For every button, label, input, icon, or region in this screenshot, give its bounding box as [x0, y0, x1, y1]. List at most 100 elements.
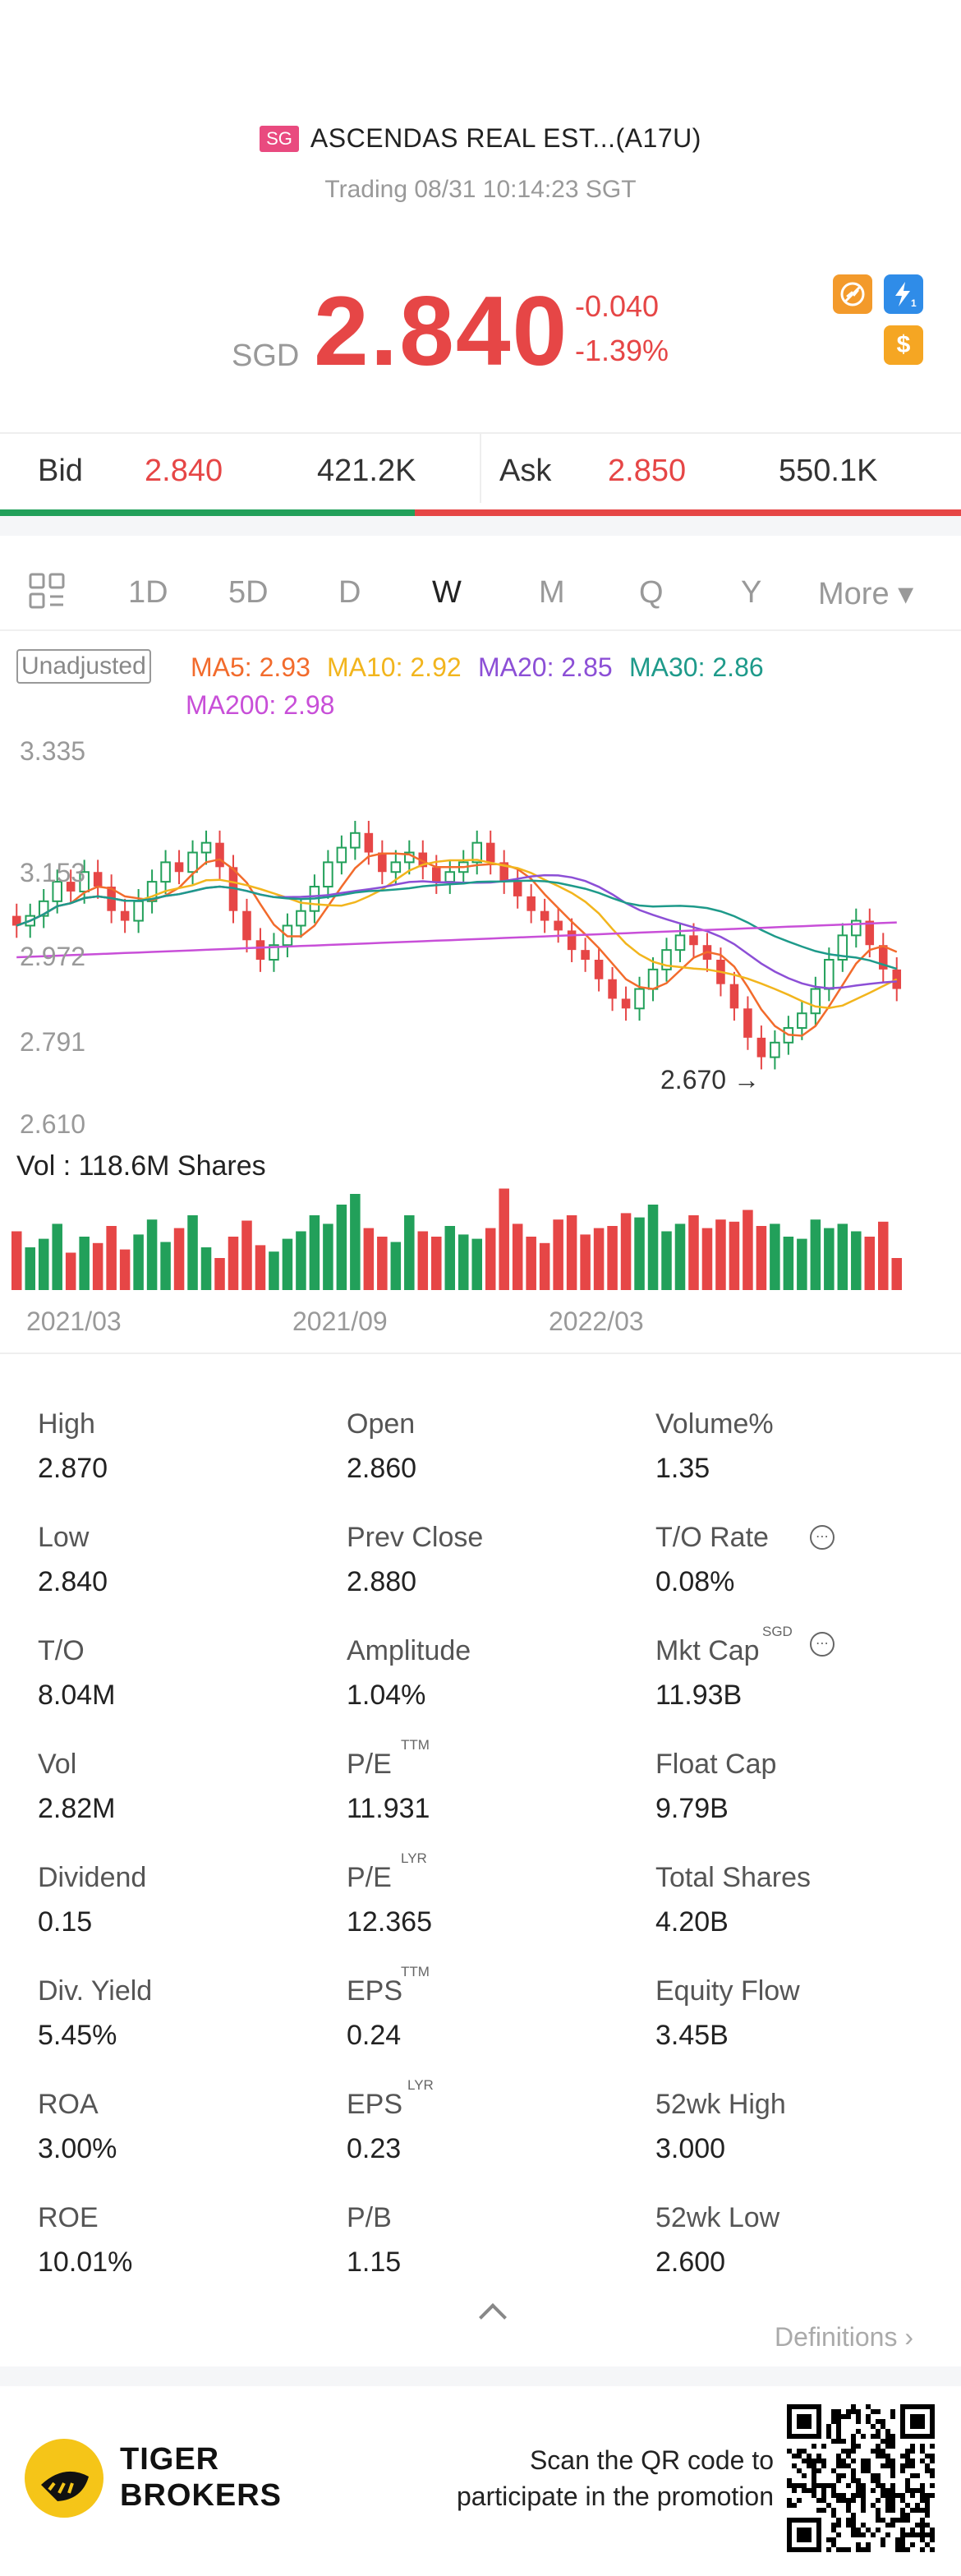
- tab-y[interactable]: Y: [741, 575, 762, 610]
- qr-module: [895, 2518, 900, 2523]
- qr-module: [851, 2493, 856, 2498]
- qr-module: [876, 2429, 881, 2434]
- stat-value: 10.01%: [38, 2247, 133, 2278]
- qr-module: [787, 2483, 792, 2488]
- ma5-line: [16, 852, 898, 1037]
- qr-module: [851, 2458, 856, 2463]
- bid-strength-bar: [0, 509, 415, 516]
- stat-label: Float Cap: [655, 1749, 777, 1780]
- candlestick-chart[interactable]: [0, 723, 961, 1315]
- no-short-icon[interactable]: [833, 274, 872, 314]
- qr-module: [851, 2404, 856, 2409]
- candle-body: [133, 900, 144, 922]
- qr-module: [821, 2458, 826, 2463]
- volume-bar: [743, 1210, 753, 1290]
- qr-module: [802, 2473, 807, 2478]
- stat-label: Vol: [38, 1749, 77, 1780]
- qr-module: [876, 2483, 881, 2488]
- qr-module: [792, 2454, 797, 2458]
- stat-label: T/O: [38, 1635, 85, 1666]
- qr-module: [851, 2523, 856, 2528]
- flash-level1-icon[interactable]: 1: [884, 274, 923, 314]
- candle-body: [93, 872, 103, 887]
- qr-module: [910, 2458, 915, 2463]
- qr-module: [821, 2508, 826, 2513]
- ask-strength-bar: [415, 509, 961, 516]
- tab-w[interactable]: W: [432, 575, 462, 610]
- candle-body: [770, 1041, 780, 1058]
- stat-label: EPS: [347, 1975, 403, 2007]
- volume-bar: [526, 1237, 536, 1290]
- candle-body: [851, 919, 862, 937]
- layout-grid-icon[interactable]: [28, 572, 66, 614]
- volume-bar: [309, 1215, 320, 1290]
- volume-bar: [512, 1223, 523, 1290]
- definitions-link[interactable]: Definitions ›: [775, 2322, 913, 2353]
- qr-module: [881, 2424, 885, 2429]
- ask-price: 2.850: [608, 454, 687, 488]
- qr-module: [885, 2493, 890, 2498]
- candle-body: [756, 1037, 766, 1058]
- volume-bar: [756, 1226, 767, 1290]
- tabs-divider: [0, 629, 961, 631]
- stat-label: Div. Yield: [38, 1975, 153, 2007]
- qr-module: [836, 2473, 841, 2478]
- stat-label: P/B: [347, 2202, 392, 2233]
- info-icon[interactable]: ⋯: [810, 1525, 835, 1550]
- tab-q[interactable]: Q: [639, 575, 664, 610]
- volume-bar: [458, 1234, 469, 1290]
- dollar-icon[interactable]: $: [884, 325, 923, 365]
- tab-more[interactable]: More ▾: [818, 577, 914, 611]
- qr-module: [885, 2434, 890, 2439]
- qr-module: [920, 2523, 925, 2528]
- volume-bar: [499, 1188, 509, 1290]
- qr-module: [826, 2483, 831, 2488]
- qr-module: [861, 2434, 866, 2439]
- qr-module: [895, 2542, 900, 2547]
- bid-ask-divider: [480, 434, 481, 503]
- volume-bar: [878, 1221, 889, 1290]
- qr-module: [826, 2424, 831, 2429]
- qr-module: [841, 2458, 846, 2463]
- qr-module: [841, 2493, 846, 2498]
- qr-module: [925, 2454, 930, 2458]
- qr-module: [841, 2414, 846, 2419]
- qr-module: [851, 2439, 856, 2444]
- promo-line-1: Scan the QR code to: [529, 2445, 774, 2475]
- candle-body: [661, 949, 672, 970]
- volume-bar: [444, 1226, 456, 1290]
- volume-bar: [837, 1223, 848, 1290]
- volume-bar: [607, 1226, 618, 1290]
- qr-module: [866, 2458, 871, 2463]
- qr-module: [890, 2458, 895, 2463]
- stat-label: P/E: [347, 1862, 392, 1893]
- qr-module: [812, 2493, 816, 2498]
- qr-module: [885, 2498, 890, 2503]
- definitions-label: Definitions: [775, 2322, 898, 2352]
- qr-module: [920, 2444, 925, 2449]
- candle-body: [729, 984, 739, 1009]
- qr-module: [802, 2458, 807, 2463]
- qr-module: [851, 2498, 856, 2503]
- tab-1d[interactable]: 1D: [128, 575, 168, 610]
- stat-label: Mkt Cap: [655, 1635, 760, 1666]
- qr-code[interactable]: [787, 2404, 935, 2552]
- qr-module: [900, 2463, 905, 2468]
- collapse-chevron-icon[interactable]: [479, 2303, 507, 2331]
- qr-module: [861, 2503, 866, 2508]
- qr-module: [885, 2439, 890, 2444]
- candle-body: [38, 900, 49, 917]
- qr-module: [905, 2478, 910, 2483]
- unadjusted-toggle[interactable]: Unadjusted: [16, 649, 151, 684]
- qr-module: [866, 2542, 871, 2547]
- tab-m[interactable]: M: [539, 575, 565, 610]
- ma5-label: MA5: 2.93: [191, 652, 310, 682]
- info-icon[interactable]: ⋯: [810, 1632, 835, 1657]
- candle-body: [634, 988, 645, 1010]
- volume-bar: [620, 1213, 632, 1290]
- volume-bar: [390, 1242, 402, 1290]
- qr-module: [930, 2537, 935, 2542]
- tab-5d[interactable]: 5D: [228, 575, 269, 610]
- tab-d[interactable]: D: [338, 575, 361, 610]
- volume-bar: [187, 1215, 198, 1290]
